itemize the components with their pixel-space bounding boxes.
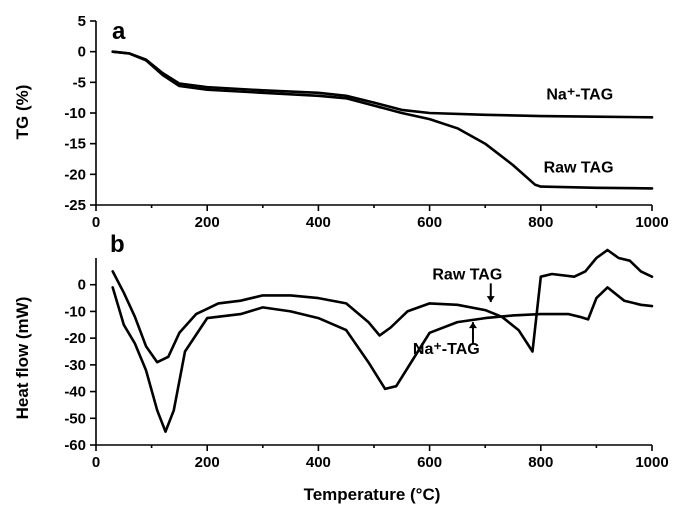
heat-flow-y-axis-label: Heat flow (mW) bbox=[13, 297, 32, 420]
tg-axes: 0 200 400 600 800 1000 5 0 -5 -10 -15 -20 -25 bbox=[64, 13, 668, 231]
tg-annotation-label: Raw TAG bbox=[544, 159, 614, 176]
tg-y-axis-label: TG (%) bbox=[13, 85, 32, 140]
heat-flow-panel: b 0 200 400 600 800 1000 0 -10 -20 -30 -40 -50 -60 R… bbox=[13, 231, 669, 471]
heat-flow-x-tick-label: 600 bbox=[417, 454, 442, 471]
raw-tag-arrow bbox=[486, 283, 495, 303]
tg-x-tick-label: 600 bbox=[417, 214, 442, 231]
panel-b-label: b bbox=[110, 231, 125, 258]
heat-flow-y-tick-label: -40 bbox=[64, 384, 86, 401]
tg-y-tick-label: -5 bbox=[73, 74, 86, 91]
tg-y-tick-label: -25 bbox=[64, 197, 86, 214]
heat-flow-annotation-label: Raw TAG bbox=[432, 266, 502, 283]
tg-panel: a 0 200 400 600 800 1000 5 0 -5 -10 -15 -20 -25 Na⁺-… bbox=[13, 13, 669, 231]
tg-x-tick-label: 400 bbox=[306, 214, 331, 231]
na-tag-arrow bbox=[468, 322, 477, 344]
tg-series-second-line bbox=[111, 50, 654, 190]
heat-flow-x-tick-label: 1000 bbox=[635, 454, 668, 471]
tg-y-tick-label: -20 bbox=[64, 166, 86, 183]
heat-flow-series-second-line bbox=[111, 286, 654, 433]
heat-flow-x-tick-label: 400 bbox=[306, 454, 331, 471]
panel-a-label: a bbox=[112, 18, 126, 45]
heat-flow-y-tick-label: -30 bbox=[64, 357, 86, 374]
tg-annotations: Na⁺-TAG Raw TAG bbox=[544, 87, 614, 177]
tg-x-tick-label: 200 bbox=[195, 214, 220, 231]
tg-y-tick-label: 5 bbox=[78, 13, 86, 30]
tg-x-tick-label: 1000 bbox=[635, 214, 668, 231]
heat-flow-y-tick-label: -50 bbox=[64, 410, 86, 427]
tg-y-tick-label: -10 bbox=[64, 105, 86, 122]
heat-flow-y-tick-label: -20 bbox=[64, 330, 86, 347]
heat-flow-x-tick-label: 800 bbox=[528, 454, 553, 471]
heat-flow-curves bbox=[111, 248, 654, 433]
tg-y-tick-label: -15 bbox=[64, 136, 86, 153]
heat-flow-x-tick-label: 0 bbox=[92, 454, 100, 471]
tg-curves bbox=[111, 50, 654, 190]
tg-x-tick-label: 800 bbox=[528, 214, 553, 231]
heat-flow-annotation-label: Na⁺-TAG bbox=[413, 341, 480, 358]
heat-flow-y-tick-label: -60 bbox=[64, 437, 86, 454]
tg-x-tick-label: 0 bbox=[92, 214, 100, 231]
heat-flow-series-first-line bbox=[111, 248, 654, 364]
heat-flow-y-tick-label: 0 bbox=[78, 277, 86, 294]
heat-flow-y-tick-label: -10 bbox=[64, 303, 86, 320]
heat-flow-x-tick-label: 200 bbox=[195, 454, 220, 471]
tg-annotation-label: Na⁺-TAG bbox=[546, 87, 613, 104]
tg-y-tick-label: 0 bbox=[78, 44, 86, 61]
heat-flow-annotations: Raw TAG Na⁺-TAG bbox=[413, 266, 502, 358]
heat-flow-axes: 0 200 400 600 800 1000 0 -10 -20 -30 -40 -50 -60 bbox=[64, 258, 669, 471]
temperature-x-axis-label: Temperature (°C) bbox=[304, 485, 441, 504]
